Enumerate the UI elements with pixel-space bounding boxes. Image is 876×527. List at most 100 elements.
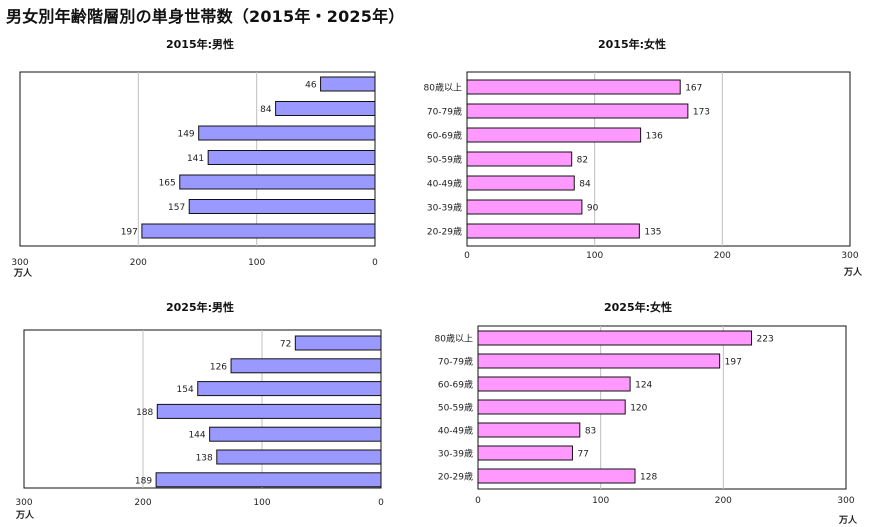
x-tick-label: 200 bbox=[130, 258, 147, 268]
chart-title: 2015年:男性 bbox=[166, 37, 234, 51]
data-label: 167 bbox=[685, 84, 702, 94]
data-label: 135 bbox=[644, 228, 661, 238]
bar bbox=[275, 101, 376, 116]
axis-unit-label: 万人 bbox=[843, 266, 863, 278]
bar bbox=[156, 403, 382, 419]
bar bbox=[466, 79, 681, 95]
chart-4: 2025年:女性 0 100 200 300 万人 223 80歳以上 197 70-79歳 124… bbox=[435, 300, 858, 526]
data-label: 173 bbox=[693, 108, 710, 118]
x-tick-label: 100 bbox=[248, 258, 265, 268]
data-label: 46 bbox=[305, 81, 317, 91]
x-tick-label: 300 bbox=[15, 498, 32, 508]
data-label: 82 bbox=[577, 156, 588, 166]
category-label: 30-39歳 bbox=[427, 202, 462, 214]
x-tick-label: 300 bbox=[841, 251, 858, 261]
data-label: 120 bbox=[630, 404, 647, 414]
x-tick-label: 200 bbox=[134, 498, 151, 508]
category-label: 30-39歳 bbox=[438, 448, 473, 460]
category-label: 40-49歳 bbox=[438, 425, 473, 437]
chart-3: 2025年:男性 300 200 100 0 万人 72 126 154 188 144 138 189 bbox=[15, 300, 384, 521]
category-label: 50-59歳 bbox=[438, 402, 473, 414]
data-label: 72 bbox=[280, 340, 291, 350]
category-label: 70-79歳 bbox=[427, 106, 462, 118]
x-tick-label: 0 bbox=[475, 496, 481, 506]
category-label: 50-59歳 bbox=[427, 154, 462, 166]
chart-1: 2015年:男性 300 200 100 0 万人 46 84 149 141 165 157 197 bbox=[11, 37, 378, 279]
chart-title: 2025年:女性 bbox=[604, 300, 672, 314]
x-tick-label: 100 bbox=[586, 251, 603, 261]
category-label: 40-49歳 bbox=[427, 178, 462, 190]
data-label: 197 bbox=[121, 228, 138, 238]
bar bbox=[466, 223, 640, 239]
data-label: 84 bbox=[579, 180, 591, 190]
page-title: 男女別年齢階層別の単身世帯数（2015年・2025年） bbox=[6, 7, 405, 26]
data-label: 90 bbox=[587, 204, 599, 214]
chart-title: 2015年:女性 bbox=[598, 37, 666, 51]
data-label: 197 bbox=[725, 358, 742, 368]
bar bbox=[466, 199, 583, 215]
bar bbox=[477, 468, 636, 484]
x-tick-label: 100 bbox=[253, 498, 270, 508]
data-label: 141 bbox=[187, 154, 204, 164]
axis-unit-label: 万人 bbox=[13, 267, 33, 279]
bar bbox=[141, 223, 376, 239]
data-label: 124 bbox=[635, 381, 652, 391]
bar bbox=[477, 422, 581, 438]
x-tick-label: 300 bbox=[11, 258, 28, 268]
bar bbox=[477, 376, 631, 392]
bar bbox=[209, 426, 382, 442]
x-tick-label: 100 bbox=[592, 496, 609, 506]
category-label: 60-69歳 bbox=[438, 379, 473, 391]
data-label: 126 bbox=[210, 362, 227, 372]
data-label: 188 bbox=[136, 408, 153, 418]
data-label: 154 bbox=[177, 385, 194, 395]
x-tick-label: 200 bbox=[714, 251, 731, 261]
bar bbox=[466, 103, 689, 119]
bar bbox=[320, 76, 376, 92]
category-label: 80歳以上 bbox=[424, 82, 462, 94]
data-label: 144 bbox=[188, 431, 205, 441]
x-tick-label: 300 bbox=[837, 496, 854, 506]
bar bbox=[207, 150, 376, 165]
category-label: 60-69歳 bbox=[427, 130, 462, 142]
category-label: 80歳以上 bbox=[435, 333, 473, 345]
data-label: 157 bbox=[168, 203, 185, 213]
bar bbox=[155, 472, 382, 488]
chart-2: 2015年:女性 0 100 200 300 万人 167 80歳以上 173 70-79歳 136… bbox=[424, 37, 863, 278]
bar bbox=[216, 449, 382, 465]
bar bbox=[466, 127, 642, 143]
bar bbox=[198, 125, 376, 141]
data-label: 128 bbox=[640, 473, 657, 483]
bar bbox=[466, 175, 575, 191]
bar bbox=[294, 335, 382, 351]
data-label: 149 bbox=[177, 130, 194, 140]
data-label: 138 bbox=[196, 454, 213, 464]
chart-title: 2025年:男性 bbox=[166, 300, 234, 314]
bar bbox=[179, 174, 376, 190]
category-label: 70-79歳 bbox=[438, 356, 473, 368]
x-tick-label: 0 bbox=[464, 251, 470, 261]
x-tick-label: 200 bbox=[715, 496, 732, 506]
bar bbox=[188, 199, 376, 214]
data-label: 84 bbox=[260, 105, 272, 115]
x-tick-label: 0 bbox=[378, 498, 384, 508]
category-label: 20-29歳 bbox=[427, 226, 462, 238]
data-label: 77 bbox=[577, 450, 588, 460]
axis-unit-label: 万人 bbox=[15, 509, 35, 521]
bar bbox=[197, 381, 382, 397]
bar bbox=[477, 330, 753, 346]
bar bbox=[477, 399, 626, 415]
bar bbox=[477, 353, 721, 369]
category-label: 20-29歳 bbox=[438, 471, 473, 483]
axis-unit-label: 万人 bbox=[838, 514, 858, 526]
bar bbox=[466, 151, 573, 167]
data-label: 165 bbox=[159, 179, 176, 189]
data-label: 136 bbox=[646, 132, 663, 142]
bar bbox=[477, 445, 573, 461]
data-label: 83 bbox=[585, 427, 596, 437]
data-label: 189 bbox=[135, 476, 152, 486]
bar bbox=[230, 358, 382, 374]
x-tick-label: 0 bbox=[372, 258, 378, 268]
data-label: 223 bbox=[757, 335, 774, 345]
